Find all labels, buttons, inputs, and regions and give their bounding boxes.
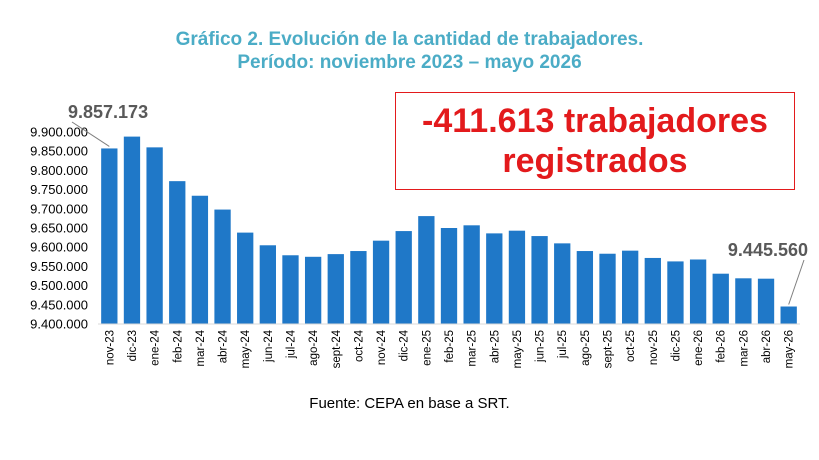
x-tick-label: may-26 [784, 330, 796, 368]
x-tick-label: ago-24 [308, 329, 320, 365]
bar-ene-26 [689, 259, 707, 324]
y-tick-label: 9.900.000 [30, 125, 88, 140]
value-annotation: 9.857.173 [68, 102, 148, 122]
x-tick-label: jul-25 [557, 330, 569, 359]
x-tick-label: abr-25 [489, 330, 501, 363]
x-tick-label: nov-25 [648, 330, 660, 365]
y-tick-label: 9.500.000 [30, 278, 88, 293]
y-tick-label: 9.750.000 [30, 182, 88, 197]
y-tick-label: 9.400.000 [30, 317, 88, 332]
y-tick-label: 9.850.000 [30, 144, 88, 159]
x-tick-label: ago-25 [580, 330, 592, 366]
x-tick-label: sept-25 [603, 330, 615, 368]
bar-feb-25 [440, 228, 458, 324]
bar-oct-25 [622, 250, 639, 324]
bar-nov-24 [372, 240, 390, 324]
bar-may-25 [508, 230, 526, 324]
x-tick-label: sept-24 [331, 329, 343, 368]
x-tick-label: dic-23 [127, 330, 139, 361]
y-tick-label: 9.650.000 [30, 221, 88, 236]
bar-ene-24 [146, 147, 163, 324]
annotation-leader-line [71, 121, 110, 147]
bar-jul-25 [554, 243, 571, 324]
callout-line2: registrados [502, 142, 688, 180]
x-tick-label: abr-24 [218, 329, 230, 363]
chart-subtitle: Período: noviembre 2023 – mayo 2026 [237, 52, 582, 73]
y-tick-label: 9.600.000 [30, 240, 88, 255]
bar-sept-25 [599, 253, 616, 324]
x-tick-label: feb-26 [716, 330, 728, 363]
x-tick-label: dic-25 [670, 330, 682, 361]
x-tick-label: nov-24 [376, 329, 388, 365]
bar-mar-24 [191, 195, 209, 324]
bar-dic-25 [667, 261, 684, 324]
x-tick-label: ene-25 [421, 330, 433, 366]
bar-ago-24 [304, 256, 322, 324]
bar-mar-25 [463, 225, 480, 324]
x-tick-label: jun-24 [263, 329, 275, 363]
bar-ene-25 [418, 216, 435, 324]
bar-dic-23 [123, 136, 141, 324]
chart-title: Gráfico 2. Evolución de la cantidad de t… [175, 29, 644, 50]
bar-abr-24 [214, 209, 231, 324]
bar-jun-24 [259, 245, 276, 324]
x-tick-label: ene-26 [693, 330, 705, 366]
x-tick-label: dic-24 [399, 329, 411, 361]
bar-jul-24 [282, 255, 299, 324]
value-annotation: 9.445.560 [728, 240, 808, 260]
source-note: Fuente: CEPA en base a SRT. [309, 395, 510, 412]
x-tick-label: jul-24 [285, 329, 297, 359]
x-tick-label: ene-24 [150, 329, 162, 365]
bar-feb-24 [169, 181, 186, 324]
x-tick-label: feb-24 [172, 329, 184, 362]
annotations: 9.857.173 9.445.560 [68, 102, 808, 305]
bar-may-26 [780, 306, 797, 324]
bar-abr-26 [757, 278, 775, 324]
bar-ago-25 [576, 251, 594, 324]
callout-line1: -411.613 trabajadores [422, 102, 768, 140]
bar-mar-26 [735, 278, 752, 324]
x-tick-label: may-25 [512, 330, 524, 368]
bar-abr-25 [486, 233, 503, 324]
x-tick-label: mar-24 [195, 329, 207, 366]
callout-box: -411.613 trabajadores registrados [395, 92, 795, 190]
x-tick-label: oct-25 [625, 330, 637, 362]
bar-nov-25 [644, 257, 661, 324]
y-tick-label: 9.700.000 [30, 201, 88, 216]
annotation-leader-line [788, 259, 805, 305]
x-tick-label: nov-23 [104, 330, 116, 365]
x-tick-label: mar-26 [738, 330, 750, 366]
bar-sept-24 [327, 254, 344, 324]
x-tick-label: abr-26 [761, 330, 773, 363]
bar-may-24 [237, 232, 254, 324]
x-axis: nov-23 dic-23 ene-24 feb-24 mar-24 abr-24 may-… [98, 323, 800, 368]
y-tick-label: 9.800.000 [30, 163, 88, 178]
x-tick-label: jun-25 [535, 330, 547, 363]
x-tick-label: may-24 [240, 329, 252, 368]
y-tick-label: 9.550.000 [30, 259, 88, 274]
bar-nov-23 [101, 148, 118, 324]
y-tick-label: 9.450.000 [30, 297, 88, 312]
bars [101, 136, 797, 324]
bar-feb-26 [712, 273, 729, 324]
x-tick-label: mar-25 [467, 330, 479, 366]
x-tick-label: feb-25 [444, 330, 456, 363]
y-axis: 9.400.000 9.450.000 9.500.000 9.550.000 9.60… [30, 125, 88, 332]
bar-dic-24 [395, 231, 412, 324]
x-tick-label: oct-24 [353, 329, 365, 362]
bar-jun-25 [531, 236, 548, 324]
bar-oct-24 [350, 251, 367, 324]
